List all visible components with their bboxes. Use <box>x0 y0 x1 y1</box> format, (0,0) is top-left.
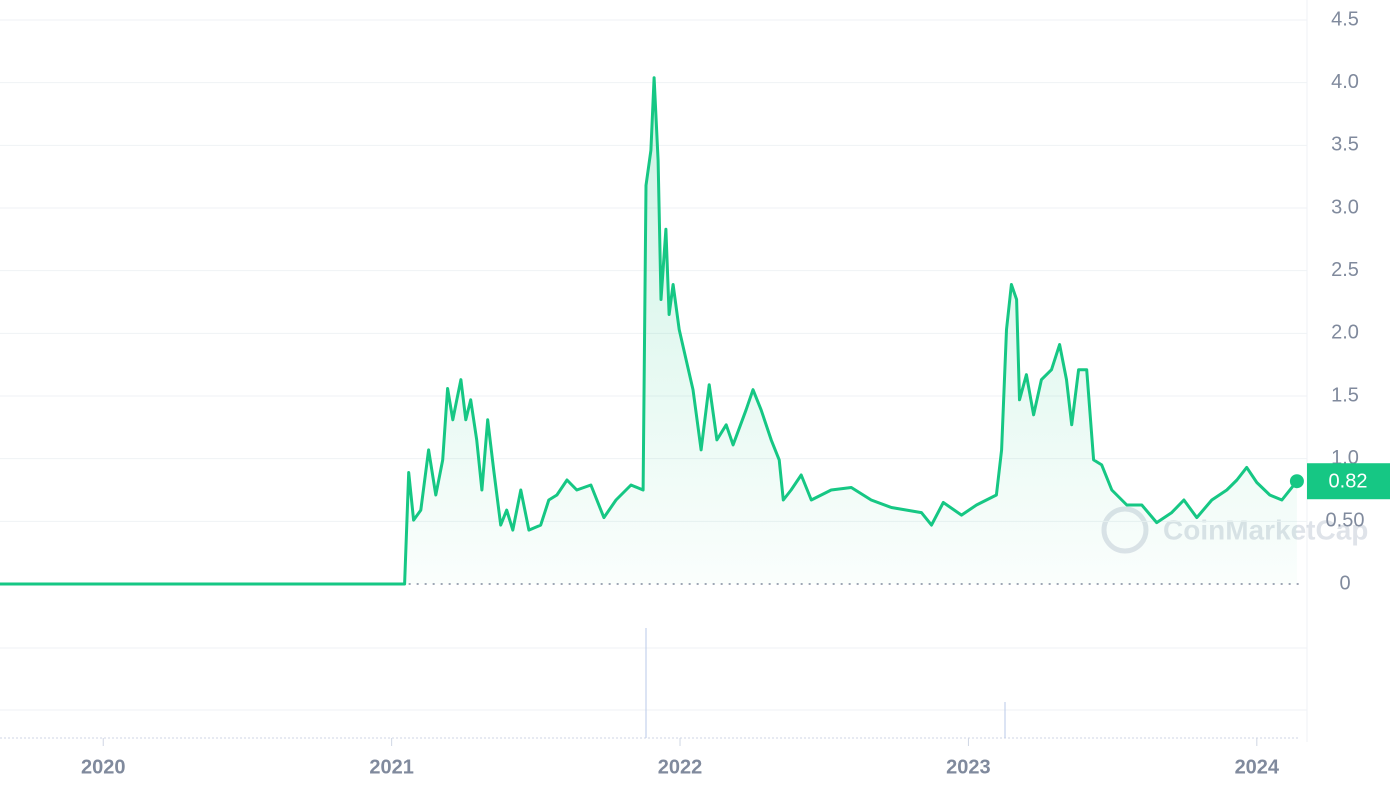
y-tick-label: 1.5 <box>1331 384 1359 406</box>
y-tick-label: 4.0 <box>1331 71 1359 93</box>
price-tag <box>1307 463 1390 500</box>
area <box>0 77 1297 584</box>
y-tick-label: 0 <box>1339 572 1350 594</box>
y-tick-label: 3.0 <box>1331 196 1359 218</box>
y-tick-label: 2.5 <box>1331 259 1359 281</box>
y-tick-label: 2.0 <box>1331 322 1359 344</box>
x-tick-label: 2023 <box>946 756 991 778</box>
y-tick-label: 0.50 <box>1326 510 1365 532</box>
x-tick-label: 2021 <box>369 756 414 778</box>
x-tick-label: 2024 <box>1235 756 1280 778</box>
price-tag-label: 0.82 <box>1329 471 1368 493</box>
x-tick-label: 2022 <box>658 756 703 778</box>
price-line <box>0 76 1299 586</box>
y-tick-label: 4.5 <box>1331 8 1359 30</box>
current-dot <box>1289 474 1304 489</box>
x-tick-label: 2020 <box>81 756 126 778</box>
y-tick-label: 3.5 <box>1331 134 1359 156</box>
